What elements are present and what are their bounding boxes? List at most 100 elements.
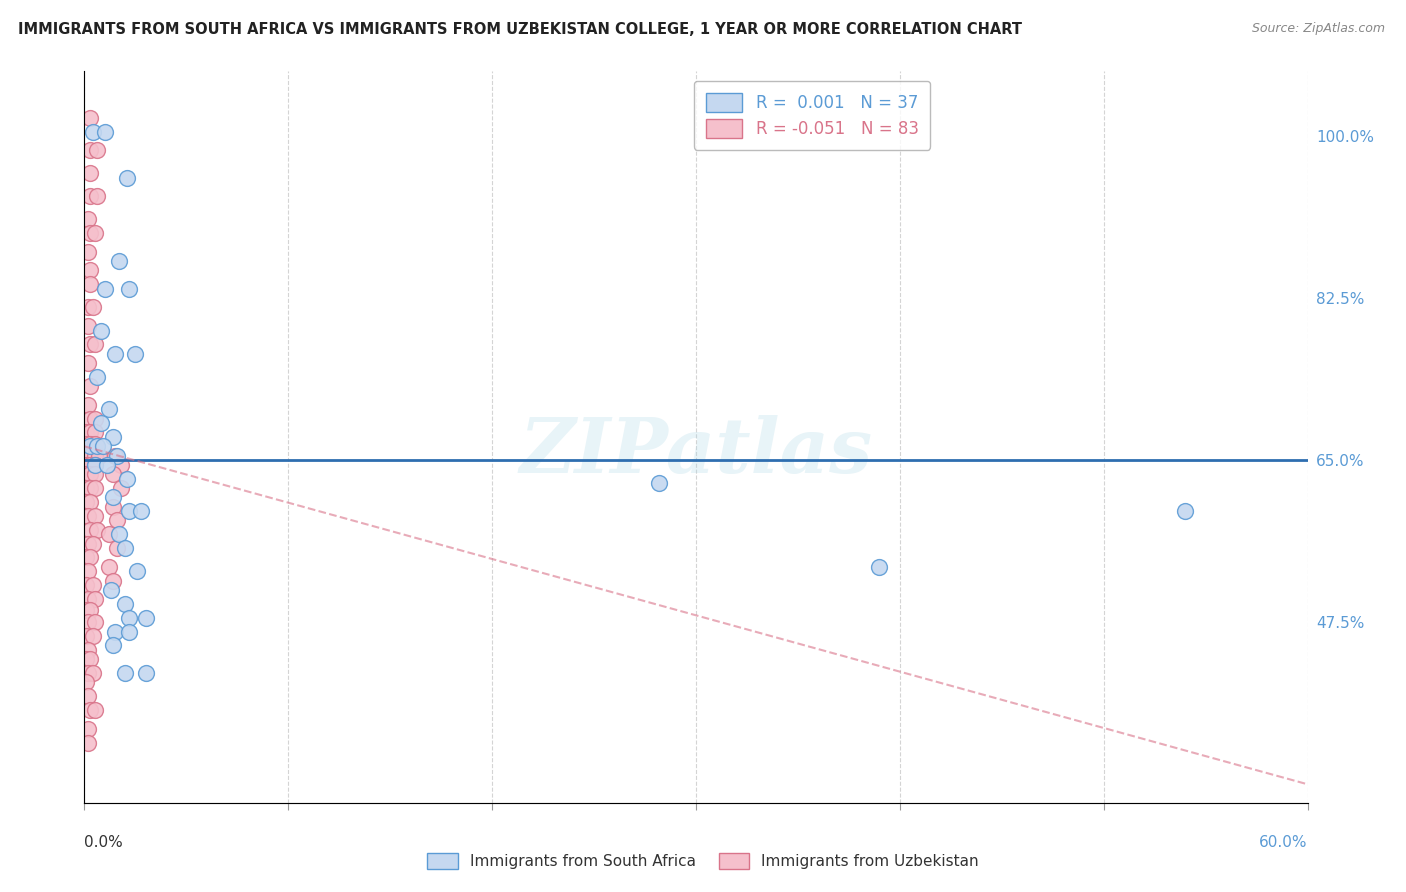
Point bbox=[79, 550, 101, 565]
Point bbox=[75, 458, 97, 472]
Point bbox=[100, 582, 122, 597]
Point bbox=[75, 603, 97, 617]
Point bbox=[75, 425, 97, 440]
Point bbox=[79, 652, 101, 666]
Point bbox=[135, 666, 157, 681]
Point bbox=[82, 301, 104, 315]
Point bbox=[90, 324, 112, 338]
Point bbox=[97, 559, 120, 574]
Point bbox=[79, 425, 101, 440]
Point bbox=[77, 244, 100, 259]
Point bbox=[90, 416, 112, 430]
Point bbox=[101, 430, 124, 444]
Point bbox=[77, 690, 100, 704]
Point bbox=[77, 666, 100, 681]
Point bbox=[75, 495, 97, 509]
Point bbox=[79, 703, 101, 717]
Point bbox=[77, 301, 100, 315]
Point bbox=[79, 189, 101, 203]
Point bbox=[86, 370, 108, 384]
Point bbox=[104, 624, 127, 639]
Point bbox=[104, 347, 127, 361]
Point bbox=[648, 476, 671, 491]
Point bbox=[75, 652, 97, 666]
Point bbox=[77, 398, 100, 412]
Point bbox=[79, 603, 101, 617]
Point bbox=[77, 536, 100, 550]
Point bbox=[83, 449, 105, 463]
Point bbox=[118, 504, 141, 518]
Point bbox=[114, 597, 136, 611]
Point bbox=[86, 143, 108, 157]
Point bbox=[79, 379, 101, 393]
Point bbox=[127, 565, 149, 579]
Point bbox=[104, 449, 127, 463]
Point bbox=[83, 481, 105, 495]
Point bbox=[79, 277, 101, 292]
Point bbox=[87, 449, 110, 463]
Point bbox=[118, 282, 141, 296]
Point bbox=[77, 508, 100, 523]
Point bbox=[131, 504, 153, 518]
Point bbox=[101, 467, 124, 482]
Point bbox=[97, 402, 120, 417]
Point bbox=[86, 189, 108, 203]
Point bbox=[82, 124, 104, 138]
Point bbox=[79, 411, 101, 425]
Point bbox=[124, 347, 146, 361]
Point bbox=[114, 541, 136, 556]
Point bbox=[86, 439, 108, 453]
Point bbox=[869, 559, 891, 574]
Point bbox=[75, 481, 97, 495]
Point bbox=[83, 615, 105, 630]
Point bbox=[79, 523, 101, 537]
Point bbox=[79, 467, 101, 482]
Point bbox=[83, 592, 105, 607]
Point bbox=[135, 610, 157, 624]
Point bbox=[77, 643, 100, 657]
Point bbox=[79, 449, 101, 463]
Point bbox=[83, 703, 105, 717]
Point bbox=[101, 500, 124, 514]
Point bbox=[91, 439, 114, 453]
Point bbox=[108, 527, 131, 541]
Text: 0.0%: 0.0% bbox=[84, 835, 124, 850]
Point bbox=[118, 610, 141, 624]
Point bbox=[79, 436, 101, 450]
Point bbox=[82, 666, 104, 681]
Point bbox=[79, 439, 101, 453]
Point bbox=[83, 436, 105, 450]
Point bbox=[105, 449, 128, 463]
Point bbox=[75, 436, 97, 450]
Legend: R =  0.001   N = 37, R = -0.051   N = 83: R = 0.001 N = 37, R = -0.051 N = 83 bbox=[695, 81, 931, 150]
Point bbox=[79, 166, 101, 180]
Point bbox=[83, 337, 105, 351]
Legend: Immigrants from South Africa, Immigrants from Uzbekistan: Immigrants from South Africa, Immigrants… bbox=[420, 847, 986, 875]
Point bbox=[77, 212, 100, 227]
Point bbox=[97, 527, 120, 541]
Point bbox=[77, 736, 100, 750]
Point bbox=[110, 458, 132, 472]
Point bbox=[79, 495, 101, 509]
Point bbox=[83, 508, 105, 523]
Point bbox=[77, 592, 100, 607]
Point bbox=[77, 356, 100, 370]
Point bbox=[101, 574, 124, 588]
Point bbox=[83, 467, 105, 482]
Point bbox=[93, 282, 115, 296]
Point bbox=[82, 578, 104, 592]
Point bbox=[79, 111, 101, 125]
Point bbox=[75, 578, 97, 592]
Text: 60.0%: 60.0% bbox=[1260, 835, 1308, 850]
Point bbox=[105, 513, 128, 527]
Point bbox=[79, 337, 101, 351]
Point bbox=[105, 541, 128, 556]
Point bbox=[83, 425, 105, 440]
Point bbox=[77, 565, 100, 579]
Point bbox=[79, 263, 101, 277]
Point bbox=[75, 449, 97, 463]
Text: ZIPatlas: ZIPatlas bbox=[519, 415, 873, 489]
Point bbox=[101, 490, 124, 504]
Point bbox=[118, 624, 141, 639]
Text: Source: ZipAtlas.com: Source: ZipAtlas.com bbox=[1251, 22, 1385, 36]
